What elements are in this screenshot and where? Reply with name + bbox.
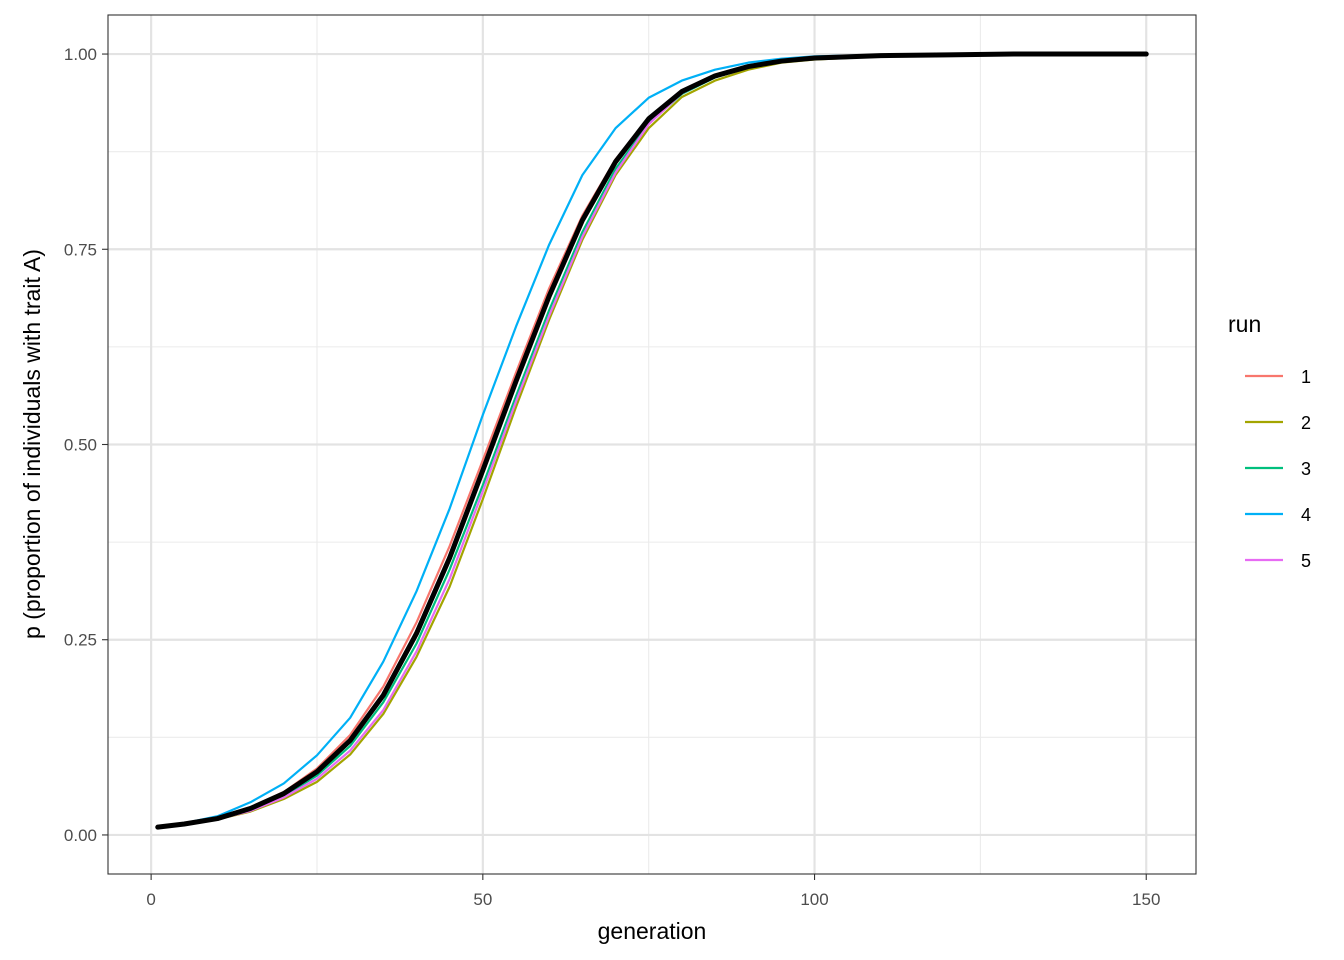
legend: run 1 2 3 4 5 <box>1228 311 1311 571</box>
y-axis: 0.00 0.25 0.50 0.75 1.00 <box>64 45 108 845</box>
legend-title: run <box>1228 311 1261 337</box>
legend-label-run-2: 2 <box>1301 413 1311 433</box>
x-tick-label: 100 <box>800 890 828 909</box>
x-tick-label: 50 <box>473 890 492 909</box>
series-lines <box>155 51 1149 830</box>
legend-label-run-5: 5 <box>1301 551 1311 571</box>
y-tick-label: 0.50 <box>64 436 97 455</box>
legend-label-run-3: 3 <box>1301 459 1311 479</box>
y-tick-label: 0.00 <box>64 826 97 845</box>
legend-label-run-4: 4 <box>1301 505 1311 525</box>
y-tick-label: 1.00 <box>64 45 97 64</box>
x-axis: 0 50 100 150 <box>146 874 1160 909</box>
legend-label-run-1: 1 <box>1301 367 1311 387</box>
x-axis-title: generation <box>598 918 707 944</box>
x-tick-label: 0 <box>146 890 155 909</box>
y-axis-title: p (proportion of individuals with trait … <box>19 249 45 639</box>
y-tick-label: 0.75 <box>64 240 97 259</box>
mean-line <box>155 51 1149 830</box>
y-tick-label: 0.25 <box>64 631 97 650</box>
major-gridlines <box>108 15 1196 874</box>
x-tick-label: 150 <box>1132 890 1160 909</box>
